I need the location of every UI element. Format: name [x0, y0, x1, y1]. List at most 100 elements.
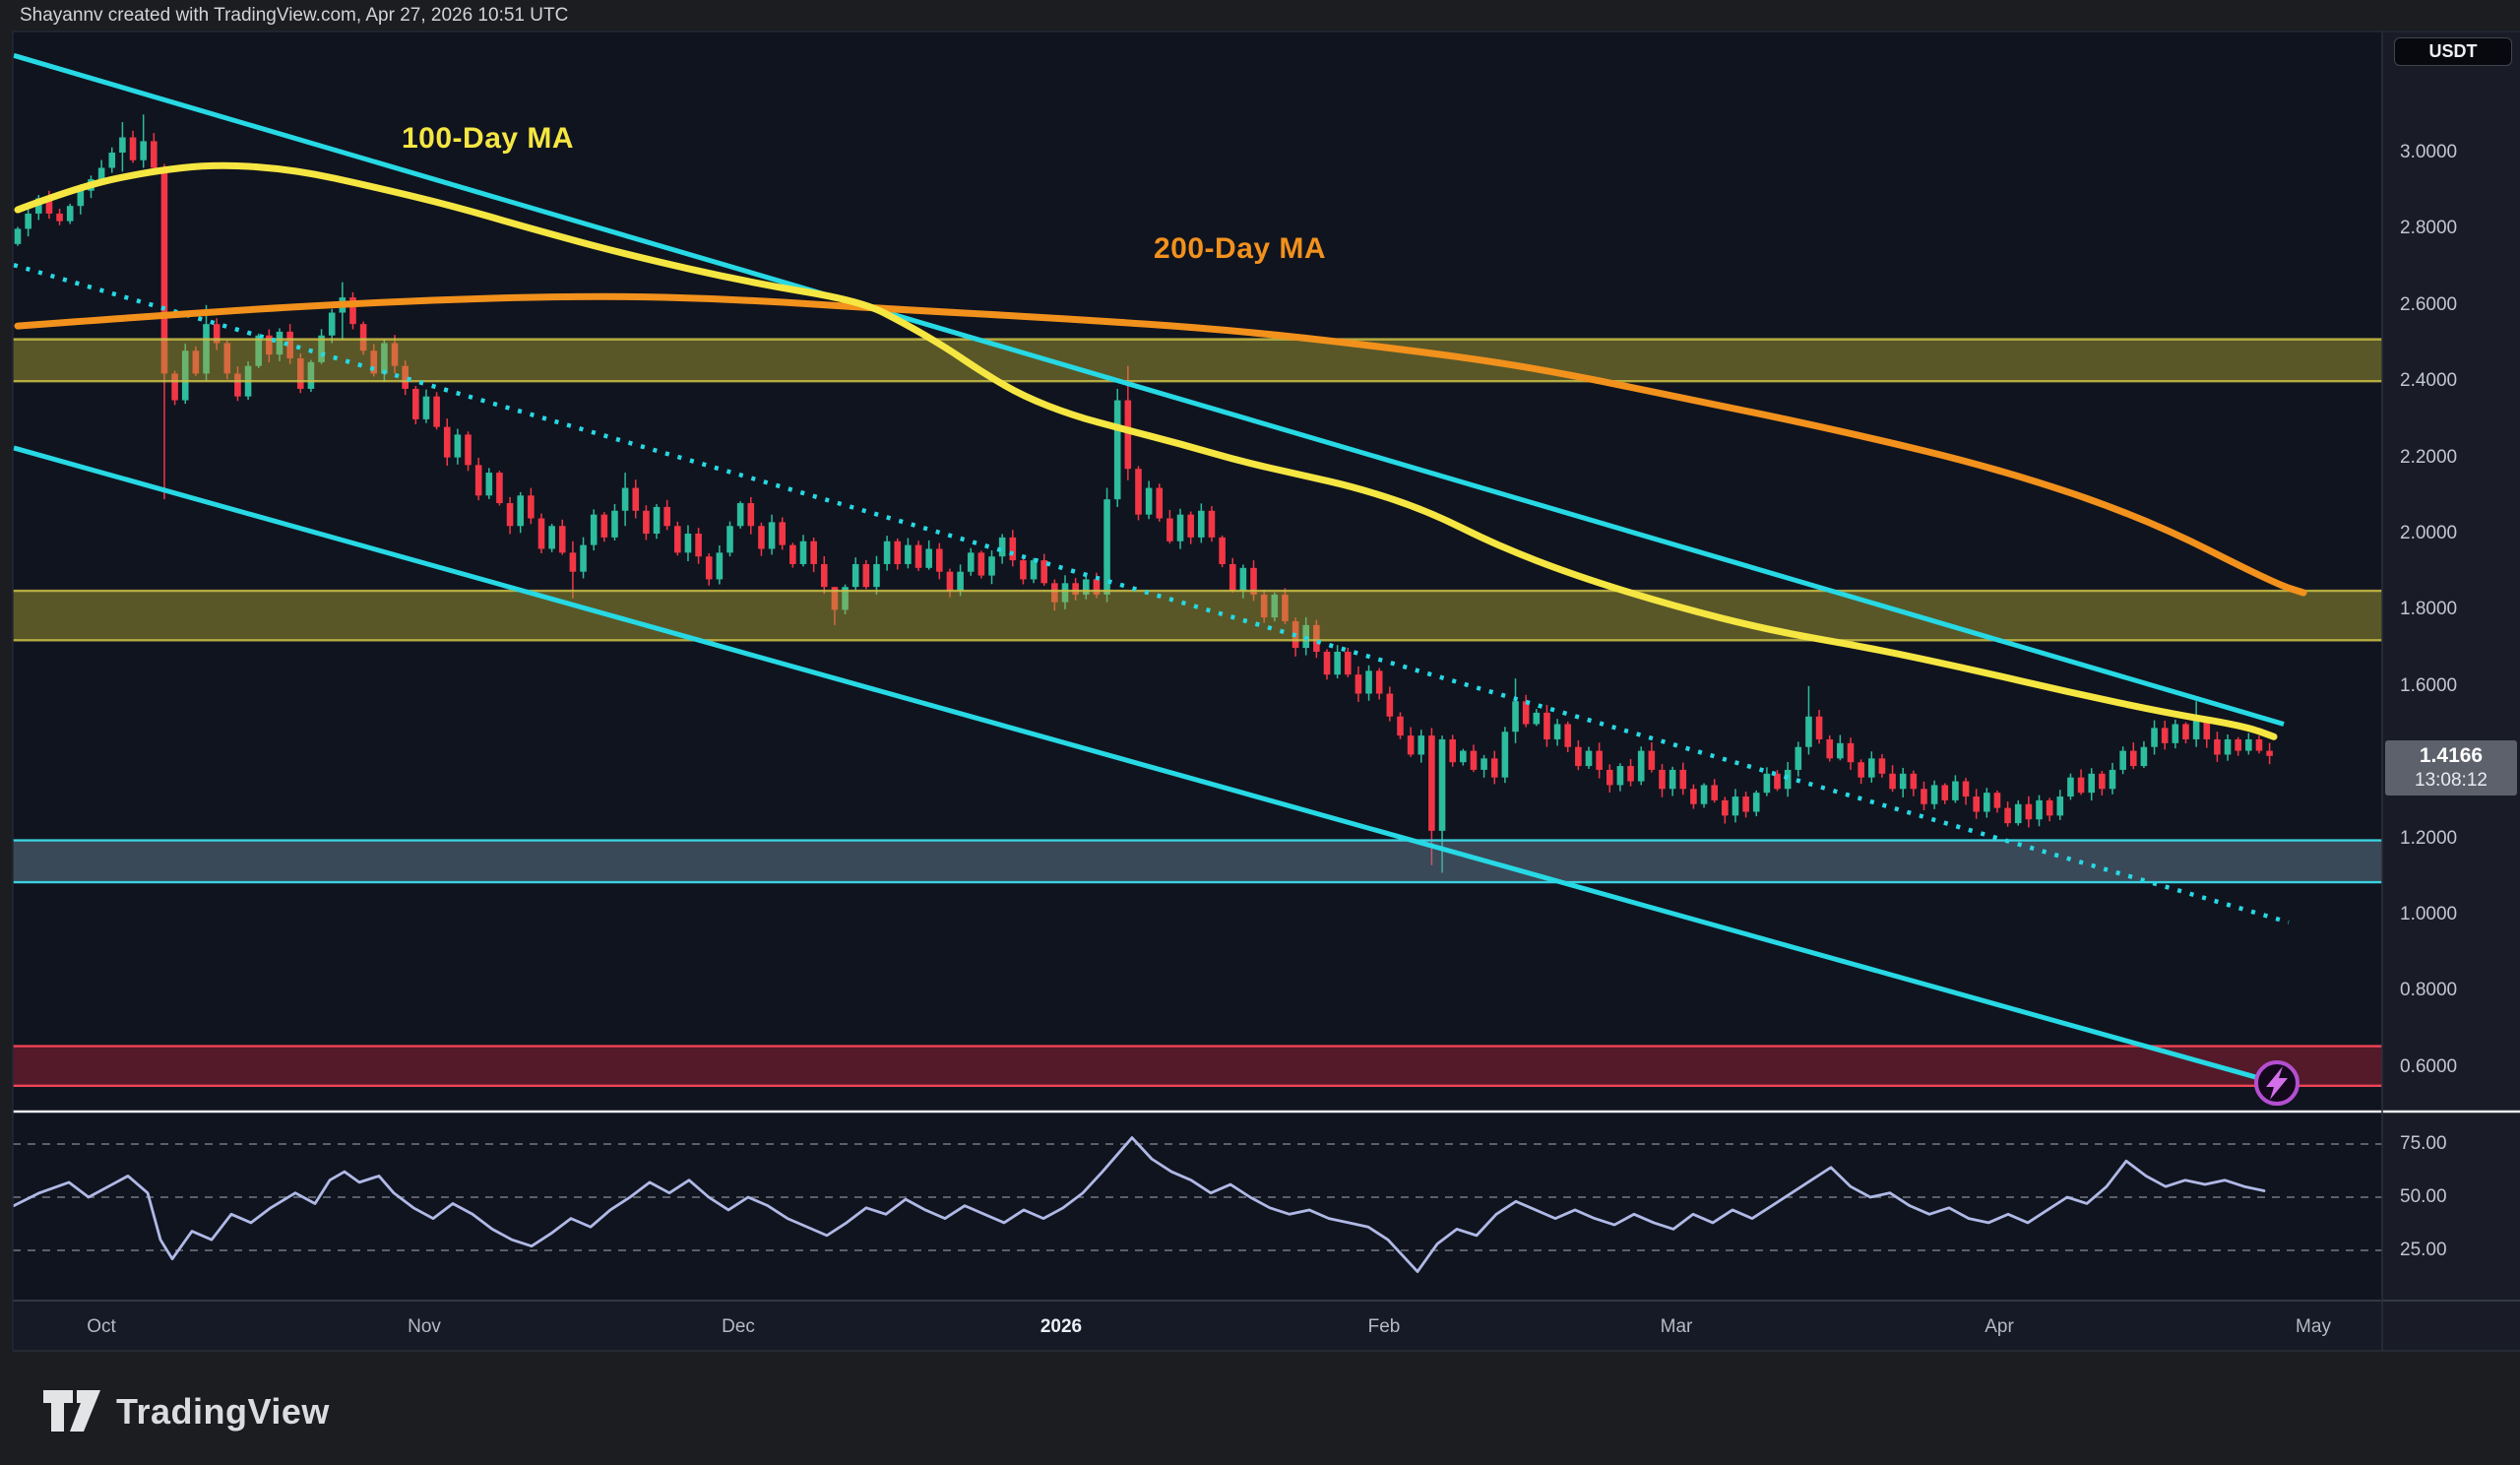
- tradingview-logo-icon: [43, 1390, 100, 1432]
- candle-body: [77, 190, 85, 207]
- candle-body: [2088, 773, 2096, 794]
- time-axis-label-oct: Oct: [87, 1316, 116, 1337]
- candle-body: [1679, 769, 1687, 790]
- candle-body: [936, 548, 943, 572]
- tradingview-logo-text: TradingView: [116, 1391, 330, 1432]
- candle-body: [1470, 750, 1478, 770]
- candle-body: [789, 544, 796, 564]
- candle-body: [2109, 769, 2116, 790]
- candle-body: [2151, 728, 2158, 747]
- candle-body: [1637, 750, 1645, 782]
- candle-body: [381, 343, 388, 374]
- candle-body: [151, 141, 158, 168]
- candle-body: [318, 335, 325, 362]
- candle-body: [1282, 594, 1289, 622]
- lower-channel-line[interactable]: [13, 445, 2278, 1086]
- time-axis-label-dec: Dec: [722, 1316, 755, 1337]
- time-axis-label-mar: Mar: [1660, 1316, 1693, 1337]
- candle-body: [1365, 670, 1372, 694]
- candle-body: [1522, 701, 1530, 725]
- candle-body: [1480, 758, 1487, 770]
- candle-body: [213, 324, 220, 344]
- candle-body: [454, 434, 462, 458]
- candle-body: [1669, 769, 1676, 790]
- candle-body: [422, 396, 430, 419]
- candle-body: [1795, 746, 1802, 770]
- candle-body: [653, 506, 661, 534]
- candle-body: [349, 297, 356, 325]
- candle-body: [1103, 499, 1110, 595]
- candle-body: [2056, 796, 2064, 816]
- candle-body: [1135, 469, 1142, 515]
- candle-body: [663, 506, 670, 527]
- candle-body: [1847, 742, 1855, 763]
- candle-body: [810, 541, 817, 564]
- candle-body: [1627, 766, 1634, 782]
- upper-channel-line[interactable]: [13, 52, 2285, 727]
- candle-body: [1228, 563, 1236, 592]
- candle-body: [2077, 777, 2085, 794]
- main-panel-bg: [13, 32, 2382, 1351]
- candle-body: [768, 522, 776, 549]
- candle-body: [402, 365, 409, 389]
- candle-body: [1490, 758, 1498, 778]
- candle-body: [1093, 579, 1101, 595]
- candle-body: [433, 396, 440, 427]
- candle-body: [2099, 773, 2106, 790]
- candle-body: [1659, 769, 1666, 790]
- candle-body: [171, 373, 178, 401]
- candle-body: [1553, 724, 1561, 739]
- time-axis-label-2026: 2026: [1040, 1316, 1083, 1337]
- candle-body: [223, 343, 231, 374]
- candle-body: [97, 167, 105, 180]
- candle-body: [862, 563, 870, 588]
- rsi-pane[interactable]: [13, 1136, 2382, 1273]
- rsi-tick-label: 50.00: [2400, 1186, 2447, 1207]
- candle-body: [873, 563, 880, 588]
- candle-body: [537, 518, 545, 549]
- candle-body: [799, 541, 807, 564]
- candle-body: [1198, 510, 1205, 538]
- candle-body: [1867, 758, 1875, 778]
- candle-body: [747, 503, 755, 527]
- candle-body: [1899, 773, 1907, 790]
- candle-body: [914, 544, 922, 568]
- candle-body: [569, 552, 577, 572]
- candle-body: [1962, 781, 1970, 797]
- candle-body: [66, 206, 74, 222]
- candle-body: [1763, 773, 1771, 794]
- price-tick-label: 2.8000: [2400, 218, 2458, 239]
- candle-body: [1124, 400, 1132, 470]
- candle-body: [45, 198, 53, 214]
- main-price-pane[interactable]: [13, 52, 2382, 1087]
- candle-body: [266, 335, 273, 355]
- candle-body: [1930, 785, 1938, 804]
- candle-body: [1973, 796, 1980, 812]
- candle-body: [1187, 514, 1194, 538]
- candle-body: [2266, 750, 2273, 756]
- candle-body: [1344, 651, 1352, 675]
- candle-body: [600, 514, 608, 538]
- lightning-badge[interactable]: [2254, 1060, 2300, 1107]
- candle-body: [1815, 716, 1823, 739]
- candle-body: [851, 563, 859, 588]
- candle-body: [1564, 724, 1572, 747]
- candle-body: [1397, 716, 1404, 736]
- candle-body: [1271, 594, 1279, 618]
- mid-channel-dotted-line[interactable]: [13, 263, 2290, 924]
- candle-body: [674, 526, 681, 553]
- candle-body: [359, 324, 367, 351]
- candle-body: [192, 350, 200, 374]
- candle-body: [34, 198, 42, 214]
- candle-body: [1575, 746, 1582, 767]
- candle-body: [558, 526, 566, 553]
- candle-body: [14, 228, 22, 244]
- candle-body: [181, 350, 189, 401]
- price-tick-label: 2.0000: [2400, 523, 2458, 543]
- quote-currency-button[interactable]: USDT: [2394, 37, 2512, 66]
- candle-body: [2129, 750, 2137, 767]
- price-tick-label: 3.0000: [2400, 142, 2458, 162]
- price-tick-label: 2.2000: [2400, 446, 2458, 468]
